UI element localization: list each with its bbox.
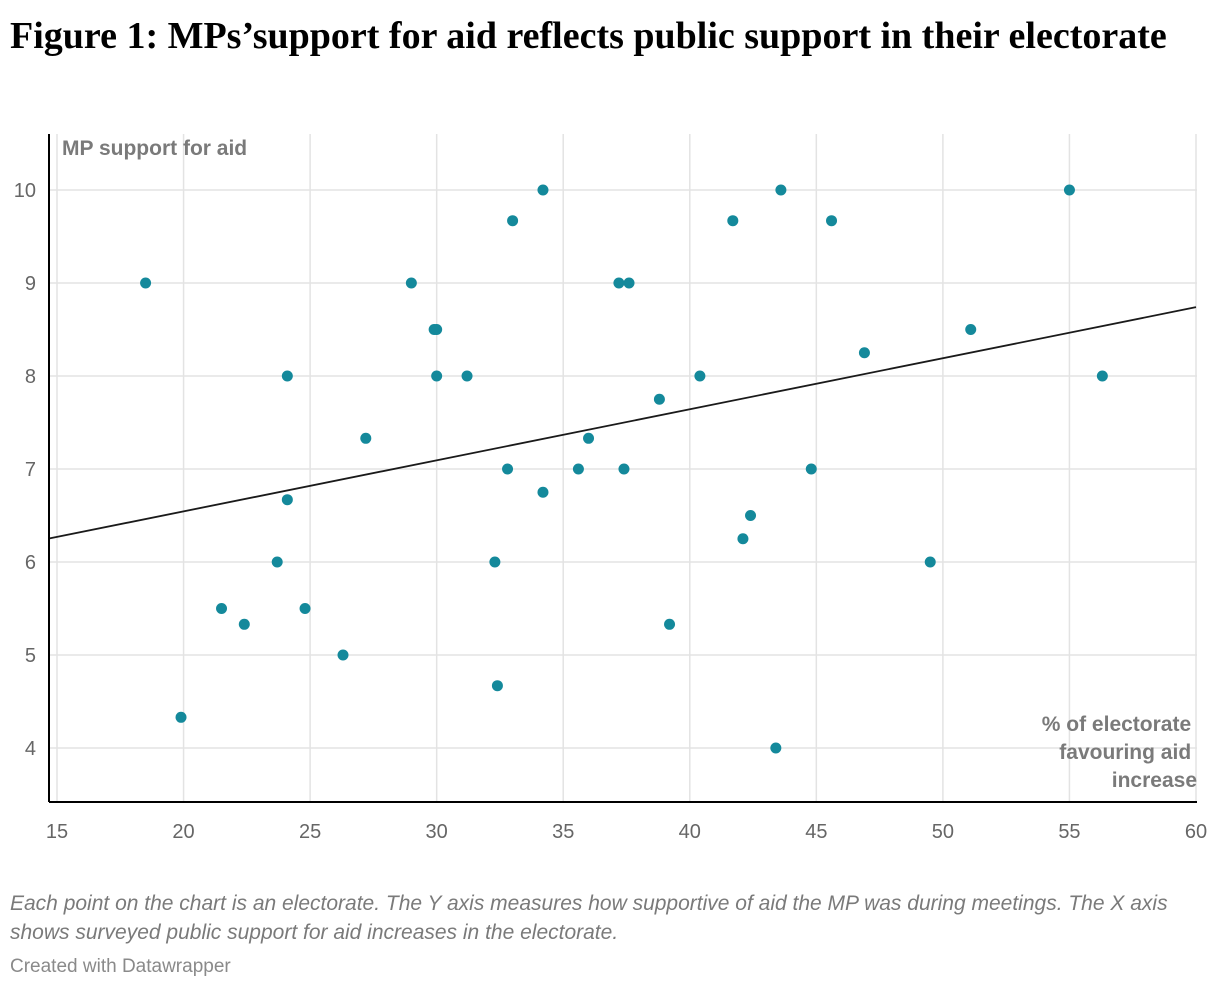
credit-line: Created with Datawrapper	[10, 956, 231, 977]
axes	[48, 134, 1197, 803]
data-point	[664, 618, 676, 630]
data-point	[431, 324, 443, 335]
data-point	[618, 463, 630, 475]
x-axis-title-line: % of electorate	[1042, 713, 1191, 736]
data-point	[924, 556, 936, 568]
x-tick-label: 55	[1058, 821, 1080, 843]
x-tick-label: 50	[932, 821, 954, 843]
data-point	[489, 556, 501, 568]
data-point	[271, 556, 283, 568]
x-axis-title-line: favouring aid	[1059, 741, 1191, 764]
data-point	[502, 463, 514, 475]
data-point	[491, 680, 503, 692]
y-tick-label: 9	[25, 273, 36, 295]
y-axis-title: MP support for aid	[62, 137, 247, 160]
data-point	[337, 649, 349, 661]
data-point	[775, 184, 787, 196]
data-point	[216, 603, 228, 614]
trend-line	[48, 306, 1197, 540]
data-point	[583, 432, 595, 444]
trendline-group	[48, 306, 1197, 540]
data-point	[613, 277, 625, 289]
data-point	[537, 184, 549, 196]
x-axis-title-line: increase	[1112, 769, 1197, 792]
data-point	[507, 215, 519, 227]
data-point	[175, 711, 187, 723]
x-tick-label: 20	[172, 821, 194, 843]
y-tick-label: 4	[25, 738, 36, 760]
y-tick-label: 5	[25, 645, 36, 667]
y-tick-label: 10	[14, 180, 36, 202]
data-point	[299, 603, 311, 614]
data-point	[694, 370, 706, 382]
data-point	[537, 486, 549, 498]
data-point	[737, 533, 749, 545]
data-point	[572, 463, 584, 475]
data-point	[826, 215, 838, 227]
x-tick-label: 35	[552, 821, 574, 843]
data-point	[623, 277, 635, 289]
x-tick-label: 45	[805, 821, 827, 843]
data-point	[1096, 370, 1108, 382]
data-point	[1063, 184, 1075, 196]
y-tick-label: 8	[25, 366, 36, 388]
data-point	[431, 370, 443, 382]
x-tick-label: 40	[679, 821, 701, 843]
x-tick-label: 30	[426, 821, 448, 843]
data-point	[281, 370, 293, 382]
x-tick-label: 60	[1185, 821, 1207, 843]
x-tick-label: 15	[46, 821, 68, 843]
x-tick-label: 25	[299, 821, 321, 843]
data-point	[745, 510, 757, 521]
data-point	[858, 347, 870, 359]
data-point	[360, 432, 372, 444]
data-point	[727, 215, 739, 227]
data-point	[965, 324, 977, 335]
y-tick-label: 7	[25, 459, 36, 481]
data-point	[805, 463, 817, 475]
data-point	[140, 277, 152, 289]
data-point	[405, 277, 417, 289]
data-point	[238, 618, 250, 630]
chart-title: Figure 1: MPs’support for aid reflects p…	[10, 15, 1167, 57]
data-point	[461, 370, 473, 382]
data-point	[653, 393, 665, 405]
chart-notes: Each point on the chart is an electorate…	[10, 892, 1168, 944]
data-points	[140, 184, 1108, 754]
x-axis-title: % of electorate favouring aid increase	[1042, 713, 1197, 792]
data-point	[770, 742, 782, 754]
y-tick-label: 6	[25, 552, 36, 574]
data-point	[281, 494, 293, 506]
